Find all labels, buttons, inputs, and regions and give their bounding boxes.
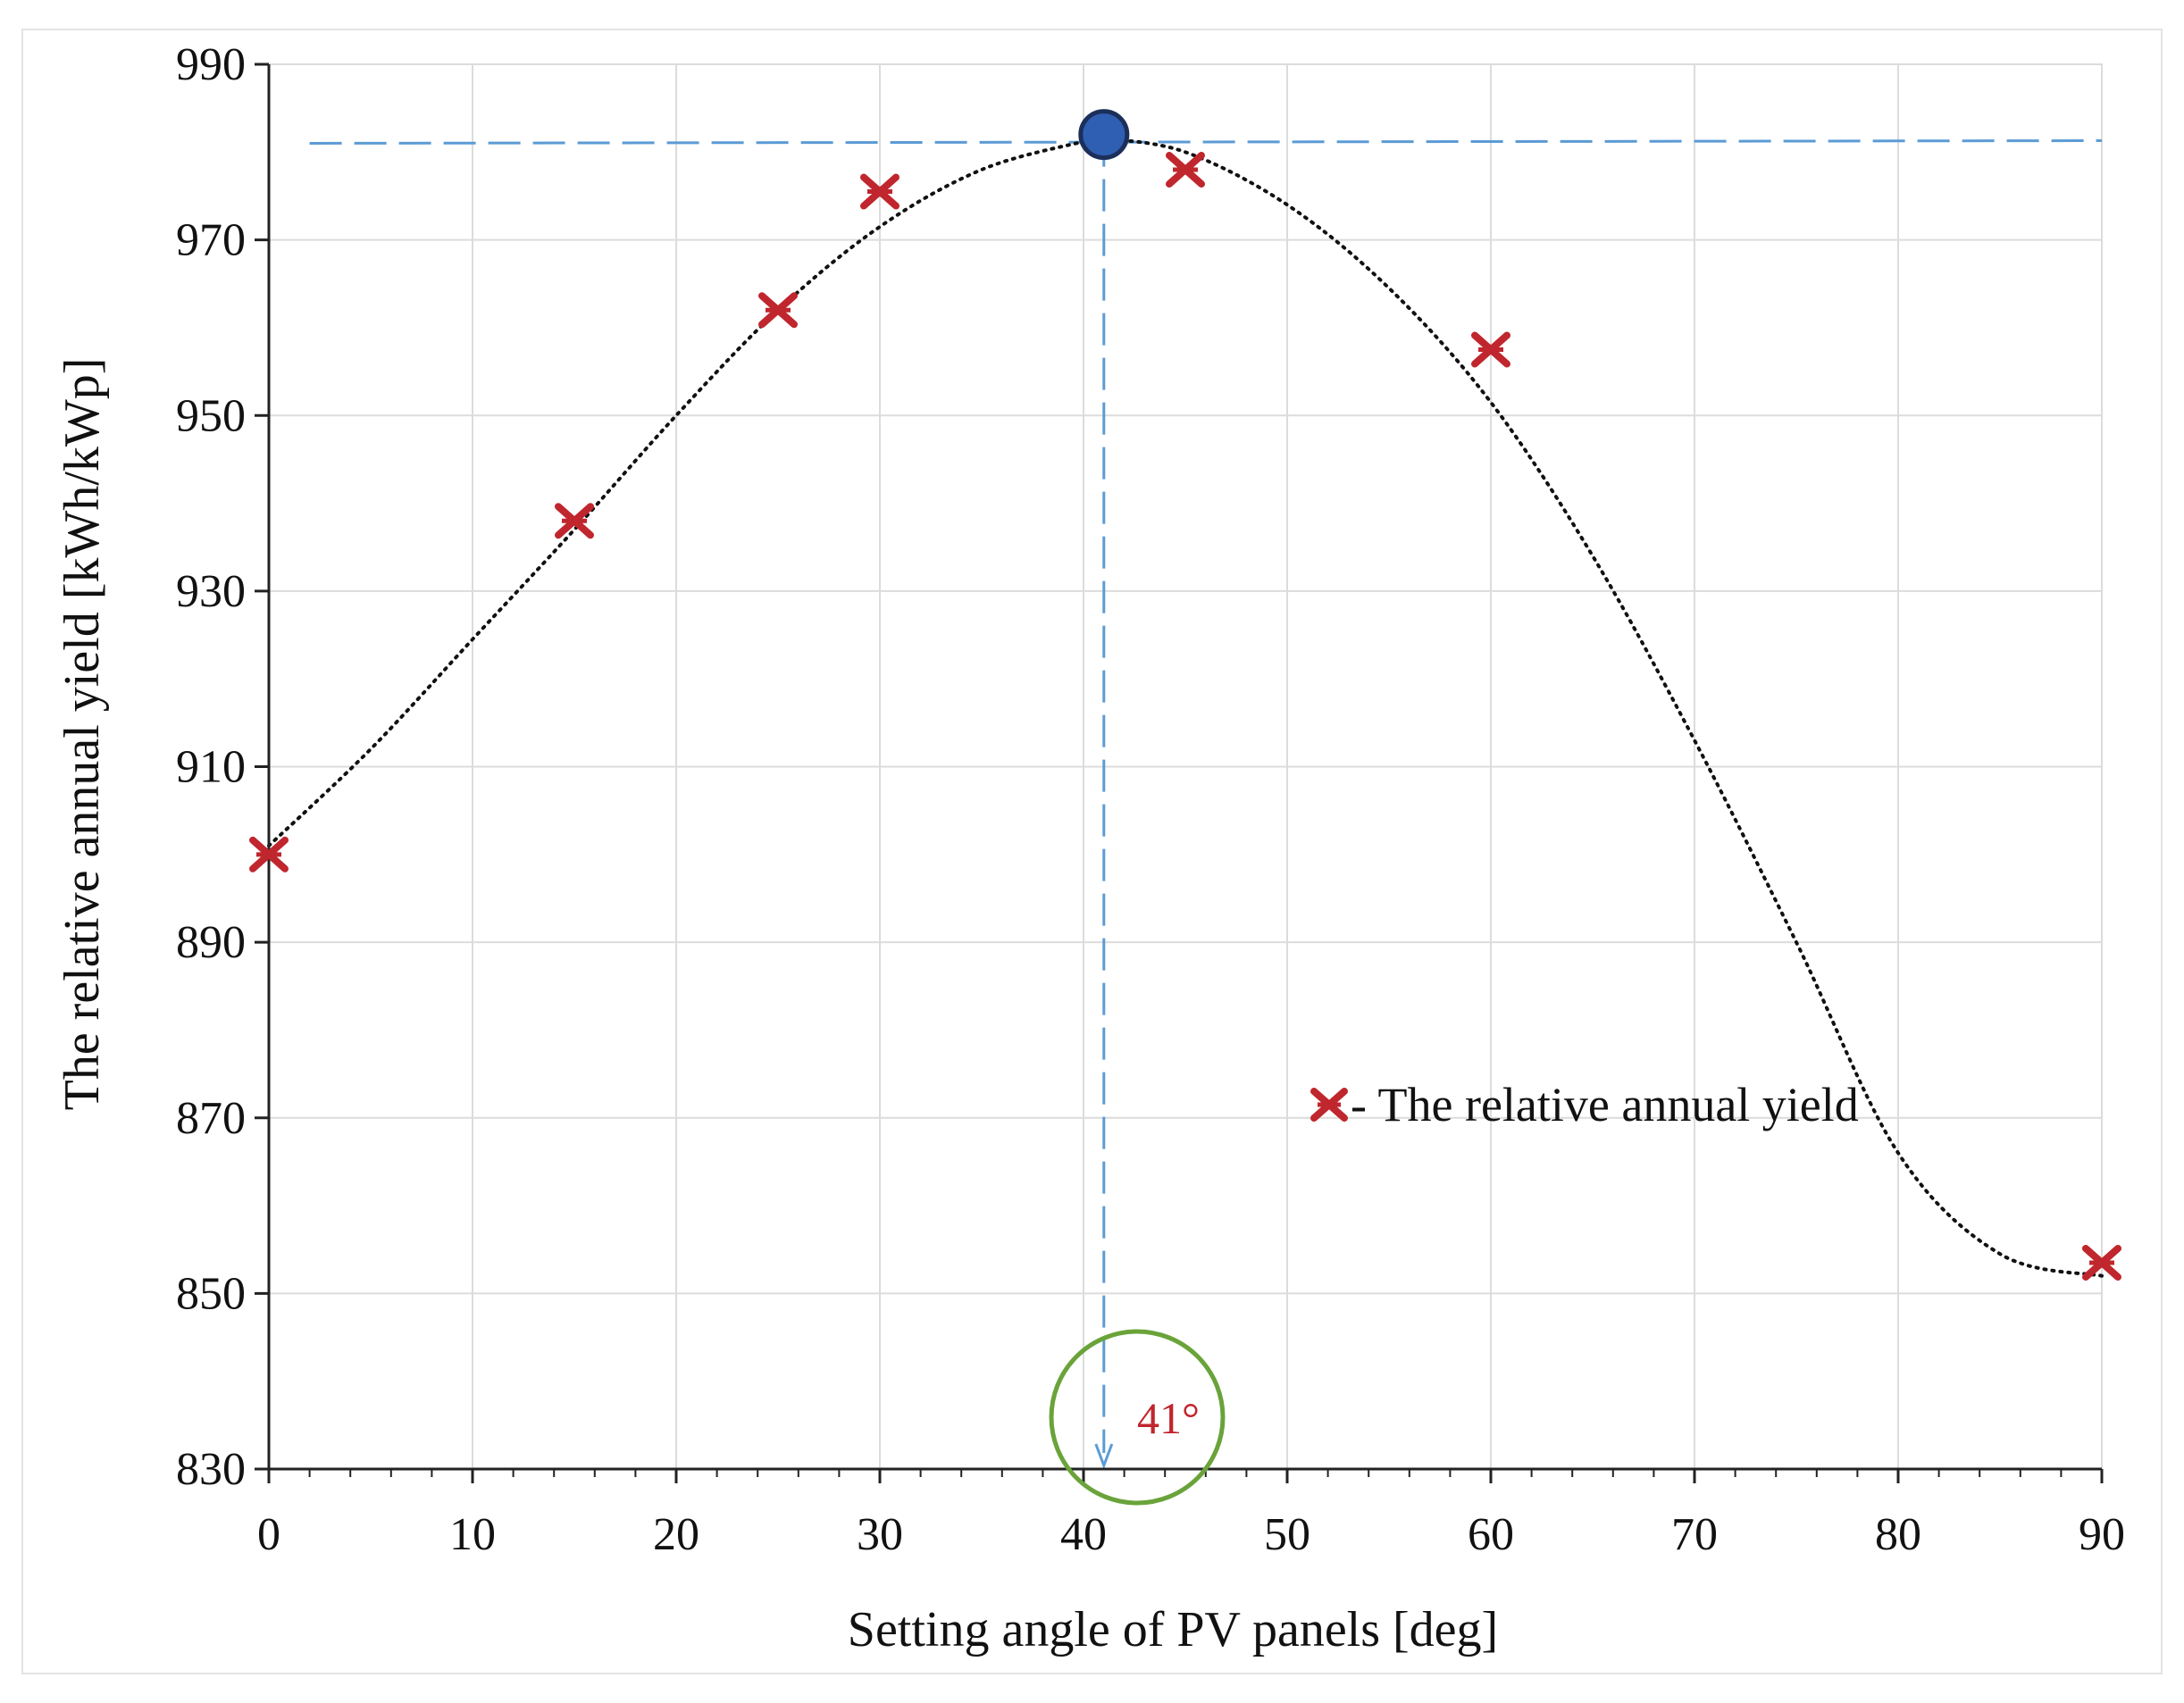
y-tick-label: 930 [176,566,246,617]
x-tick-label: 0 [257,1509,280,1560]
data-point [758,292,798,329]
reference-line-horizontal [309,138,2103,145]
y-tick-label: 990 [176,39,246,90]
annotation: 41° [1049,1329,1226,1506]
trendline [267,136,2104,1278]
y-tick-label: 970 [176,215,246,266]
reference-arrowhead [1094,1443,1114,1470]
annotation-label: 41° [1137,1393,1200,1443]
data-point [555,503,594,539]
data-point [1471,331,1510,368]
y-tick-label: 850 [176,1268,246,1319]
trendline-layer [267,136,2104,1278]
x-tick-label: 30 [857,1509,903,1560]
x-tick-label: 60 [1468,1509,1514,1560]
axes: 830 850 870 890 910 930 950 970 990 0 10 20 30 40 50 60… [176,39,2125,1560]
optimum-layer [1078,109,1130,161]
data-point [860,173,900,210]
x-axis-title: Setting angle of PV panels [deg] [848,1602,1498,1657]
legend-marker-icon [1310,1088,1348,1122]
y-tick-label: 890 [176,917,246,968]
gridlines [268,63,2103,1470]
x-tick-label: 40 [1060,1509,1107,1560]
y-tick-label: 830 [176,1444,246,1495]
y-tick-label: 950 [176,390,246,441]
x-tick-label: 10 [449,1509,496,1560]
x-tick-label: 70 [1671,1509,1718,1560]
reference-lines [309,134,2103,1470]
data-point [2082,1244,2121,1281]
x-tick-label: 50 [1264,1509,1310,1560]
figure-frame [21,29,2163,1674]
legend: - The relative annual yield [1310,1078,1859,1131]
legend-label: - The relative annual yield [1351,1078,1859,1131]
data-point [1166,151,1205,188]
data-point [249,836,289,872]
x-tick-label: 80 [1875,1509,1921,1560]
data-points [249,151,2121,1281]
x-tick-label: 90 [2079,1509,2125,1560]
optimum-point [1078,109,1130,161]
y-axis-title: The relative annual yield [kWh/kWp] [54,358,110,1111]
x-tick-label: 20 [653,1509,699,1560]
y-tick-label: 910 [176,742,246,793]
y-tick-label: 870 [176,1093,246,1144]
annotation-circle [1049,1329,1226,1506]
